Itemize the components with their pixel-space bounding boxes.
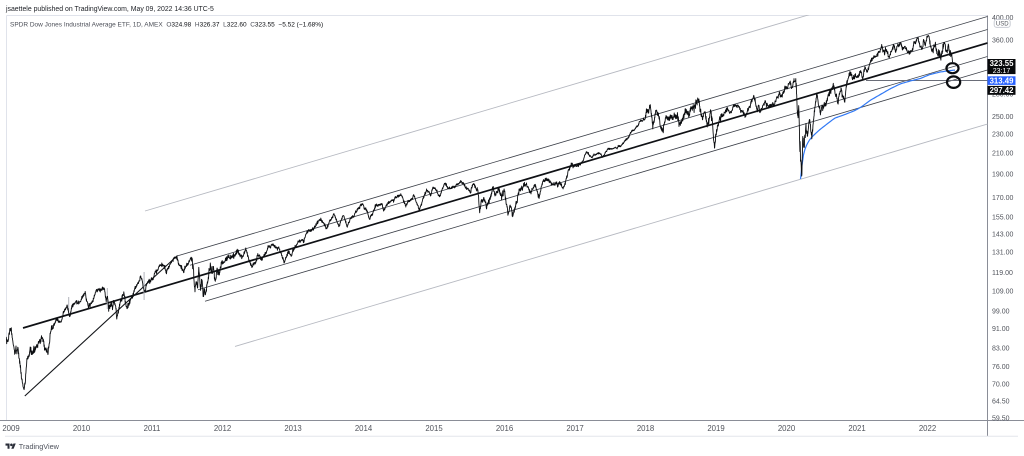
svg-text:2011: 2011 [144,424,161,433]
svg-text:TradingView: TradingView [19,442,60,451]
svg-text:2009: 2009 [2,424,19,433]
svg-text:59.50: 59.50 [992,415,1010,422]
svg-text:313.49: 313.49 [990,76,1015,85]
svg-text:119.00: 119.00 [992,270,1013,277]
svg-text:jsaettele published on Trading: jsaettele published on TradingView.com, … [5,6,214,13]
svg-text:210.00: 210.00 [992,151,1014,158]
svg-text:170.00: 170.00 [992,195,1014,202]
svg-text:109.00: 109.00 [992,288,1014,295]
svg-text:250.00: 250.00 [992,114,1014,121]
svg-text:323.55: 323.55 [990,59,1015,68]
svg-text:2010: 2010 [73,424,91,433]
svg-text:99.00: 99.00 [992,309,1010,316]
svg-text:USD: USD [996,22,1009,28]
svg-text:76.00: 76.00 [992,364,1010,371]
svg-text:2022: 2022 [919,424,936,433]
svg-text:2019: 2019 [707,424,724,433]
svg-text:131.00: 131.00 [992,250,1014,257]
svg-text:2015: 2015 [425,424,443,433]
svg-text:143.00: 143.00 [992,231,1014,238]
svg-text:83.00: 83.00 [992,346,1010,353]
svg-text:155.00: 155.00 [992,214,1014,221]
svg-text:2016: 2016 [496,424,513,433]
svg-text:2020: 2020 [778,424,796,433]
svg-text:70.00: 70.00 [992,381,1010,388]
svg-text:91.00: 91.00 [992,326,1010,333]
svg-text:SPDR Dow Jones Industrial Aver: SPDR Dow Jones Industrial Average ETF, 1… [10,22,323,29]
svg-text:2017: 2017 [566,424,583,433]
svg-text:23:17: 23:17 [993,68,1011,75]
svg-text:2012: 2012 [214,424,231,433]
svg-text:230.00: 230.00 [992,131,1014,138]
svg-text:297.42: 297.42 [990,86,1015,95]
svg-text:2013: 2013 [284,424,301,433]
svg-text:2018: 2018 [637,424,654,433]
svg-text:2014: 2014 [355,424,373,433]
svg-text:190.00: 190.00 [992,172,1014,179]
svg-text:280.00: 280.00 [992,92,1014,99]
svg-text:400.00: 400.00 [992,15,1014,22]
svg-text:2021: 2021 [848,424,865,433]
svg-text:64.50: 64.50 [992,399,1010,406]
svg-text:360.00: 360.00 [992,37,1014,44]
